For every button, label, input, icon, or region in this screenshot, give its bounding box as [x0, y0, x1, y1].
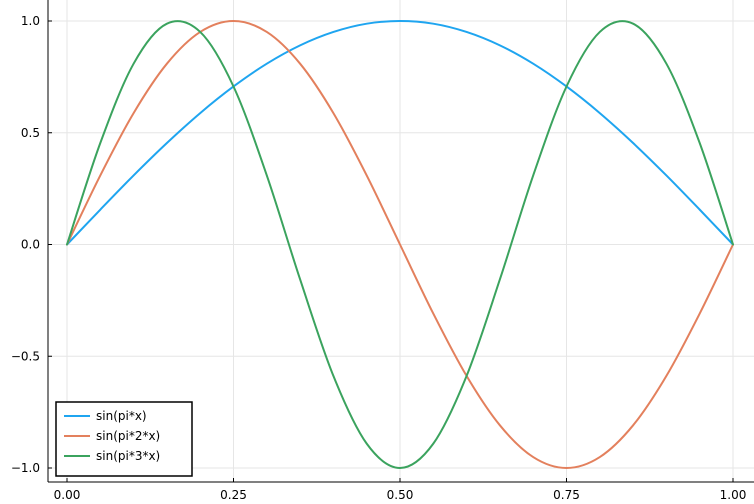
axis-ticks: 0.00 0.25 0.50 0.75 1.00 −1.0 −0.5 0.0 0.5 1.0 — [11, 14, 747, 502]
series-line-3 — [66, 20, 734, 469]
x-tick-label: 0.50 — [387, 488, 414, 502]
x-tick-label: 1.00 — [720, 488, 747, 502]
x-tick-label: 0.00 — [54, 488, 81, 502]
x-tick-label: 0.25 — [220, 488, 247, 502]
legend-label: sin(pi*2*x) — [96, 429, 160, 443]
legend-box — [55, 401, 193, 477]
x-tick-label: 0.75 — [553, 488, 580, 502]
y-tick-label: −0.5 — [11, 349, 40, 363]
axes — [47, 0, 754, 483]
legend: sin(pi*x) sin(pi*2*x) sin(pi*3*x) — [55, 401, 193, 477]
legend-label: sin(pi*x) — [96, 409, 147, 423]
series-line-2 — [66, 20, 734, 469]
y-tick-label: 1.0 — [21, 14, 40, 28]
y-tick-label: −1.0 — [11, 461, 40, 475]
legend-label: sin(pi*3*x) — [96, 449, 160, 463]
y-tick-label: 0.0 — [21, 238, 40, 252]
series-line-1 — [66, 20, 734, 246]
y-tick-label: 0.5 — [21, 126, 40, 140]
series-lines — [66, 20, 734, 469]
